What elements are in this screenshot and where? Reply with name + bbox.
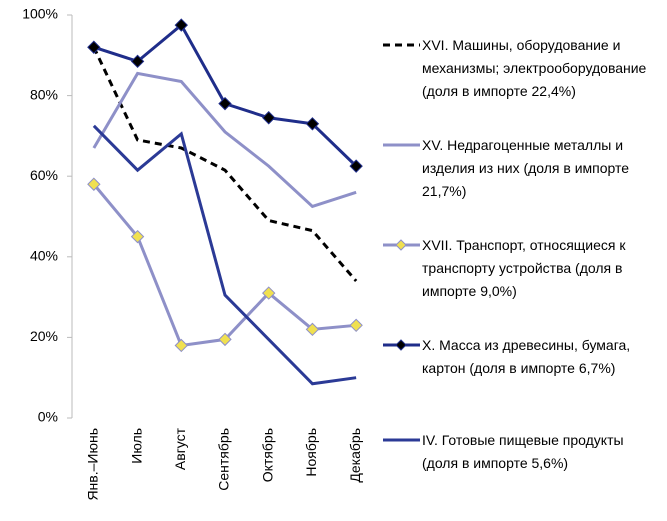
series-marker [87,177,101,191]
y-tick-label: 40% [30,248,58,264]
series-marker [130,54,145,69]
series-marker [349,318,363,333]
series-marker [349,159,363,173]
series-marker [305,322,320,337]
series-marker [218,96,232,111]
legend-label: X. Масса из древесины, бумага, картон (д… [422,337,631,376]
series-marker [87,40,101,54]
x-tick-label: Октябрь [259,428,275,482]
x-tick-label: Ноябрь [303,428,319,477]
legend-label: IV. Готовые пищевые продукты (доля в имп… [422,432,624,471]
series-marker [174,338,188,353]
series-marker [218,332,232,347]
y-tick-label: 20% [30,328,58,344]
x-tick-label: Август [172,427,188,470]
x-tick-label: Июль [128,428,144,464]
x-tick-label: Сентябрь [216,428,232,491]
series-marker [174,18,188,32]
y-tick-label: 100% [22,6,58,22]
series-line [92,183,357,348]
legend-marker [395,339,407,351]
y-tick-label: 0% [38,409,58,425]
series-line [92,71,357,209]
y-tick-label: 80% [30,86,58,102]
series-marker [262,286,276,300]
series-line [93,22,358,168]
legend-label: XV. Недрагоценные металлы и изделия из н… [422,137,630,199]
series-marker [305,117,320,131]
x-tick-label: Янв.–Июнь [85,428,101,501]
y-tick-label: 60% [30,167,58,183]
series-line [92,124,357,386]
legend-label: XVII. Транспорт, относящиеся к транспорт… [422,237,626,299]
series-line [92,46,358,282]
series-marker [262,111,276,125]
series-marker [130,229,145,244]
x-tick-label: Декабрь [347,428,363,483]
legend-marker [395,239,407,251]
legend-label: XVI. Машины, оборудование и механизмы; э… [422,37,647,99]
